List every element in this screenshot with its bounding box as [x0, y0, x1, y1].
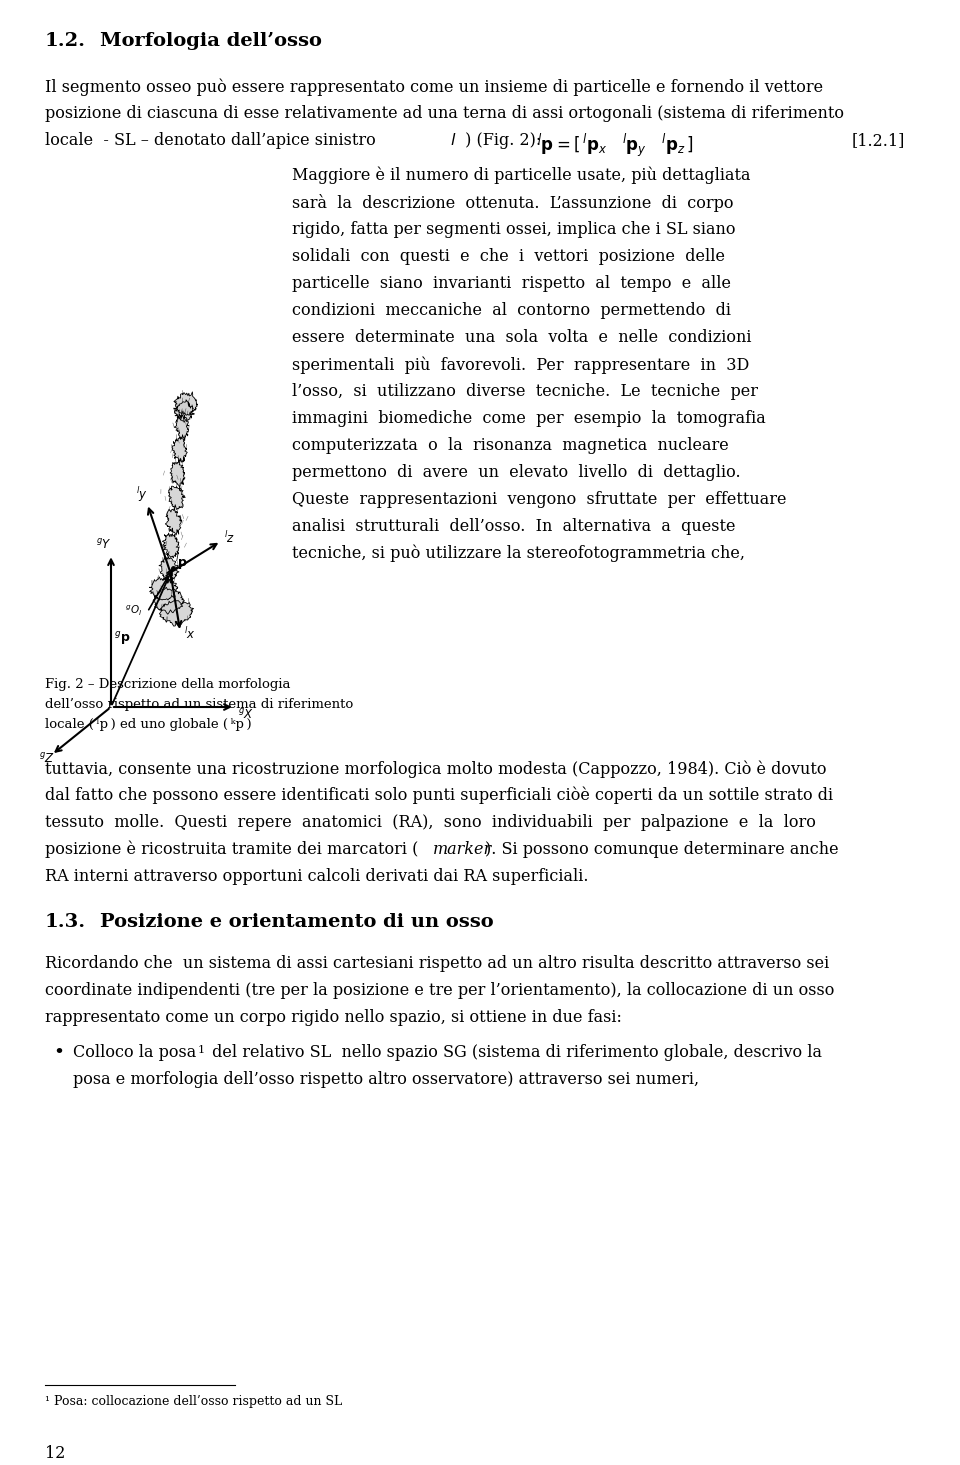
Text: essere  determinate  una  sola  volta  e  nelle  condizioni: essere determinate una sola volta e nell… — [292, 330, 752, 346]
Text: •: • — [53, 1045, 64, 1062]
Text: $^gZ$: $^gZ$ — [39, 752, 55, 766]
Text: $^gY$: $^gY$ — [96, 538, 111, 552]
Text: dal fatto che possono essere identificati solo punti superficiali ciòè coperti d: dal fatto che possono essere identificat… — [45, 787, 833, 804]
Text: marker: marker — [433, 841, 492, 858]
Text: rappresentato come un corpo rigido nello spazio, si ottiene in due fasi:: rappresentato come un corpo rigido nello… — [45, 1009, 622, 1026]
Text: posizione è ricostruita tramite dei marcatori (: posizione è ricostruita tramite dei marc… — [45, 841, 419, 858]
Text: $^l\mathbf{p} = [\,^l\mathbf{p}_x\quad ^l\mathbf{p}_y\quad ^l\mathbf{p}_z\,]$: $^l\mathbf{p} = [\,^l\mathbf{p}_x\quad ^… — [537, 132, 694, 160]
Text: Ricordando che  un sistema di assi cartesiani rispetto ad un altro risulta descr: Ricordando che un sistema di assi cartes… — [45, 955, 829, 971]
Text: particelle  siano  invarianti  rispetto  al  tempo  e  alle: particelle siano invarianti rispetto al … — [292, 275, 731, 292]
Text: Colloco la posa: Colloco la posa — [73, 1045, 196, 1061]
Text: posizione di ciascuna di esse relativamente ad una terna di assi ortogonali (sis: posizione di ciascuna di esse relativame… — [45, 105, 844, 122]
Text: ¹ Posa: collocazione dell’osso rispetto ad un SL: ¹ Posa: collocazione dell’osso rispetto … — [45, 1395, 343, 1408]
Text: $^ly$: $^ly$ — [135, 485, 148, 504]
Text: condizioni  meccaniche  al  contorno  permettendo  di: condizioni meccaniche al contorno permet… — [292, 302, 731, 319]
Text: Morfologia dell’osso: Morfologia dell’osso — [100, 32, 322, 50]
Polygon shape — [170, 461, 185, 488]
Text: tuttavia, consente una ricostruzione morfologica molto modesta (Cappozzo, 1984).: tuttavia, consente una ricostruzione mor… — [45, 760, 827, 778]
Text: 1.2.: 1.2. — [45, 32, 86, 50]
Text: rigido, fatta per segmenti ossei, implica che i SL siano: rigido, fatta per segmenti ossei, implic… — [292, 221, 735, 237]
Polygon shape — [150, 577, 178, 601]
Text: analisi  strutturali  dell’osso.  In  alternativa  a  queste: analisi strutturali dell’osso. In altern… — [292, 519, 735, 535]
Text: posa e morfologia dell’osso rispetto altro osservatore) attraverso sei numeri,: posa e morfologia dell’osso rispetto alt… — [73, 1071, 699, 1088]
Text: ). Si possono comunque determinare anche: ). Si possono comunque determinare anche — [485, 841, 839, 858]
Text: l’osso,  si  utilizzano  diverse  tecniche.  Le  tecniche  per: l’osso, si utilizzano diverse tecniche. … — [292, 382, 758, 400]
Text: locale  - SL – denotato dall’apice sinistro: locale - SL – denotato dall’apice sinist… — [45, 132, 381, 149]
Text: $^lx$: $^lx$ — [183, 627, 196, 642]
Text: $l$: $l$ — [450, 132, 456, 149]
Text: Posizione e orientamento di un osso: Posizione e orientamento di un osso — [100, 913, 493, 930]
Text: tessuto  molle.  Questi  repere  anatomici  (RA),  sono  individuabili  per  pal: tessuto molle. Questi repere anatomici (… — [45, 815, 816, 831]
Polygon shape — [153, 587, 184, 614]
Polygon shape — [169, 486, 185, 510]
Text: solidali  con  questi  e  che  i  vettori  posizione  delle: solidali con questi e che i vettori posi… — [292, 248, 725, 265]
Text: locale ( ˡp ) ed uno globale ( ᵏp ): locale ( ˡp ) ed uno globale ( ᵏp ) — [45, 718, 252, 731]
Text: permettono  di  avere  un  elevato  livello  di  dettaglio.: permettono di avere un elevato livello d… — [292, 464, 740, 481]
Polygon shape — [159, 557, 179, 583]
Text: RA interni attraverso opportuni calcoli derivati dai RA superficiali.: RA interni attraverso opportuni calcoli … — [45, 867, 588, 885]
Text: $^lz$: $^lz$ — [225, 530, 235, 546]
Text: Maggiore è il numero di particelle usate, più dettagliata: Maggiore è il numero di particelle usate… — [292, 167, 751, 185]
Text: $^g\mathbf{p}$: $^g\mathbf{p}$ — [114, 630, 131, 648]
Polygon shape — [172, 437, 187, 463]
Text: $^l\mathbf{p}$: $^l\mathbf{p}$ — [175, 552, 188, 571]
Text: Fig. 2 – Descrizione della morfologia: Fig. 2 – Descrizione della morfologia — [45, 678, 291, 691]
Polygon shape — [174, 391, 198, 415]
Text: ) (Fig. 2):: ) (Fig. 2): — [460, 132, 546, 149]
Polygon shape — [162, 533, 180, 558]
Polygon shape — [174, 400, 194, 422]
Text: del relativo SL  nello spazio SG (sistema di riferimento globale, descrivo la: del relativo SL nello spazio SG (sistema… — [207, 1045, 822, 1061]
Text: 1: 1 — [198, 1045, 205, 1055]
Text: sarà  la  descrizione  ottenuta.  L’assunzione  di  corpo: sarà la descrizione ottenuta. L’assunzio… — [292, 193, 733, 212]
Text: Queste  rappresentazioni  vengono  sfruttate  per  effettuare: Queste rappresentazioni vengono sfruttat… — [292, 491, 786, 508]
Text: immagini  biomediche  come  per  esempio  la  tomografia: immagini biomediche come per esempio la … — [292, 410, 766, 426]
Text: 1.3.: 1.3. — [45, 913, 86, 930]
Text: tecniche, si può utilizzare la stereofotogrammetria che,: tecniche, si può utilizzare la stereofot… — [292, 545, 745, 563]
Text: $^g\mathit{O}_l$: $^g\mathit{O}_l$ — [125, 604, 142, 618]
Text: sperimentali  più  favorevoli.  Per  rappresentare  in  3D: sperimentali più favorevoli. Per rappres… — [292, 356, 749, 374]
Text: $^gX$: $^gX$ — [238, 708, 254, 722]
Text: Il segmento osseo può essere rappresentato come un insieme di particelle e forne: Il segmento osseo può essere rappresenta… — [45, 78, 823, 95]
Text: coordinate indipendenti (tre per la posizione e tre per l’orientamento), la coll: coordinate indipendenti (tre per la posi… — [45, 982, 834, 999]
Text: dell’osso rispetto ad un sistema di riferimento: dell’osso rispetto ad un sistema di rife… — [45, 697, 353, 711]
Text: 12: 12 — [45, 1444, 65, 1462]
Polygon shape — [159, 601, 194, 626]
Polygon shape — [165, 507, 181, 535]
Text: [1.2.1]: [1.2.1] — [852, 132, 905, 149]
Polygon shape — [174, 413, 189, 441]
Text: computerizzata  o  la  risonanza  magnetica  nucleare: computerizzata o la risonanza magnetica … — [292, 437, 729, 454]
